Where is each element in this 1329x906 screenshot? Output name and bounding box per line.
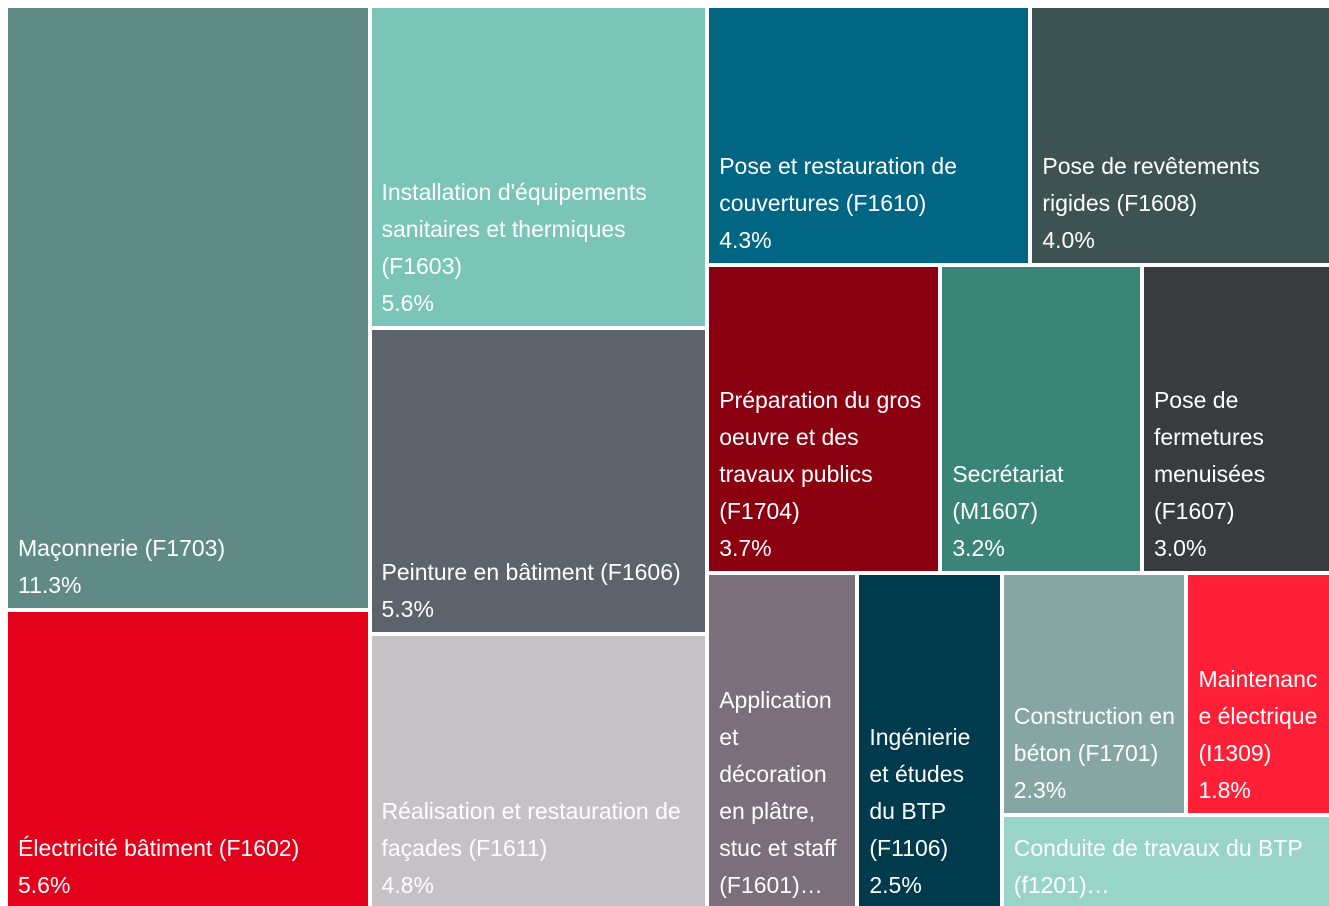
- tile: Maintenance électrique (I1309) 1.8%: [1188, 575, 1329, 814]
- tile-label: Pose de fermetures menuisées (F1607): [1153, 387, 1266, 525]
- tile-value: 4.8%: [381, 871, 434, 898]
- tile: Construction en béton (F1701) 2.3%: [1003, 575, 1185, 814]
- tile: Préparation du gros oeuvre et des travau…: [709, 266, 939, 572]
- tile-value: 4.0%: [1042, 226, 1095, 253]
- tile-label: Électricité bâtiment (F1602): [18, 834, 300, 861]
- tile: Secrétariat (M1607) 3.2%: [942, 266, 1140, 572]
- tile: Pose de fermetures menuisées (F1607) 3.0%: [1143, 266, 1329, 572]
- tile: Pose de revêtements rigides (F1608) 4.0%: [1032, 8, 1329, 263]
- tile-label: Application et décoration en plâtre, stu…: [719, 686, 837, 898]
- tile-value: 5.3%: [381, 595, 434, 622]
- tile: Électricité bâtiment (F1602) 5.6%: [8, 612, 368, 906]
- tile-label: Maintenance électrique (I1309): [1198, 666, 1318, 767]
- tile-label: Réalisation et restauration de façades (…: [381, 797, 681, 861]
- tile-value: 2.3%: [1013, 777, 1067, 804]
- tile-value: 3.2%: [952, 535, 1005, 562]
- tile-value: 1.8%: [1198, 777, 1251, 804]
- tile-label: Préparation du gros oeuvre et des travau…: [719, 387, 922, 525]
- tile: Installation d'équipements sanitaires et…: [371, 8, 706, 327]
- tile-value: 3.0%: [1153, 535, 1207, 562]
- tile-label: Conduite de travaux du BTP (f1201)…: [1013, 834, 1303, 898]
- tile-value: 4.3%: [719, 226, 772, 253]
- tile-value: 3.7%: [719, 535, 772, 562]
- tile: Ingénierie et études du BTP (F1106) 2.5%: [859, 575, 1000, 906]
- tile-value: 11.3%: [18, 572, 82, 599]
- tile-label: Pose de revêtements rigides (F1608): [1042, 152, 1260, 216]
- tile-value: 5.6%: [18, 871, 71, 898]
- tile: Conduite de travaux du BTP (f1201)…: [1003, 817, 1329, 906]
- tile-label: Construction en béton (F1701): [1013, 703, 1175, 767]
- tile: Pose et restauration de couvertures (F16…: [709, 8, 1029, 263]
- tile-label: Peinture en bâtiment (F1606): [381, 558, 681, 585]
- tile-label: Ingénierie et études du BTP (F1106): [869, 723, 971, 861]
- tile-value: 5.6%: [381, 290, 434, 317]
- tile-label: Pose et restauration de couvertures (F16…: [719, 152, 958, 216]
- tile: Maçonnerie (F1703) 11.3%: [8, 8, 368, 609]
- tile: Application et décoration en plâtre, stu…: [709, 575, 856, 906]
- tile-label: Maçonnerie (F1703): [18, 535, 226, 562]
- tile-label: Installation d'équipements sanitaires et…: [381, 179, 647, 280]
- tile-label: Secrétariat (M1607): [952, 461, 1064, 525]
- tile: Réalisation et restauration de façades (…: [371, 635, 706, 906]
- tile-value: 2.5%: [869, 871, 922, 898]
- tile: Peinture en bâtiment (F1606) 5.3%: [371, 330, 706, 632]
